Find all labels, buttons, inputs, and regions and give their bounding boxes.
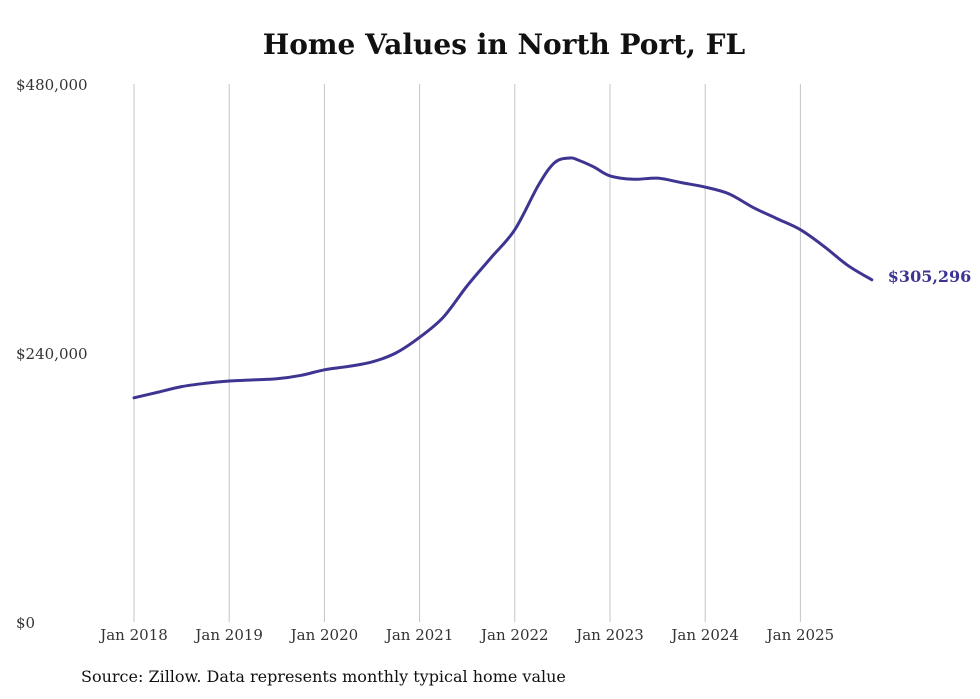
x-tick-label-0: Jan 2018 [98, 626, 168, 644]
x-tick-label-2: Jan 2020 [289, 626, 359, 644]
x-tick-label-6: Jan 2024 [669, 626, 739, 644]
x-tick-label-7: Jan 2025 [765, 626, 835, 644]
x-tick-label-1: Jan 2019 [193, 626, 263, 644]
x-tick-label-4: Jan 2022 [479, 626, 549, 644]
y-tick-label-2: $480,000 [16, 76, 88, 94]
source-note: Source: Zillow. Data represents monthly … [81, 667, 566, 686]
x-tick-label-5: Jan 2023 [574, 626, 644, 644]
y-tick-label-0: $0 [16, 614, 35, 632]
chart-title: Home Values in North Port, FL [262, 28, 746, 61]
end-value-label: $305,296 [888, 267, 972, 286]
series-line-home-value [132, 156, 874, 400]
x-tick-label-3: Jan 2021 [384, 626, 454, 644]
y-tick-label-1: $240,000 [16, 345, 88, 363]
